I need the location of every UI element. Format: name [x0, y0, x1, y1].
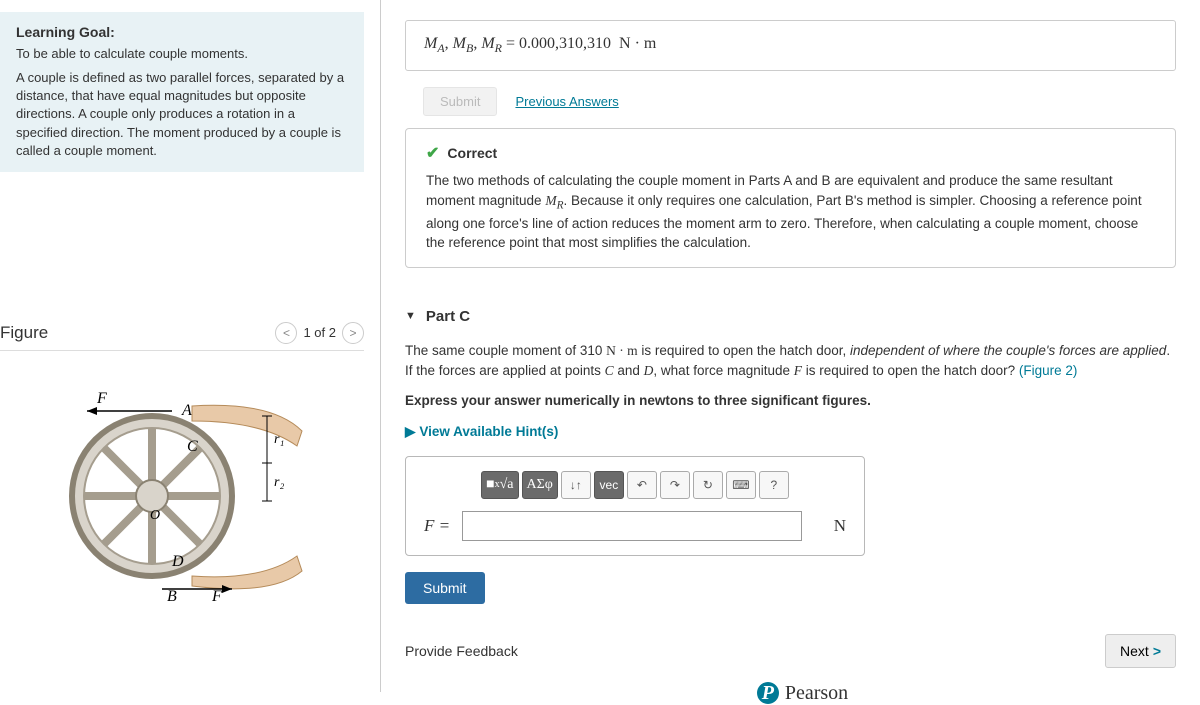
- goal-title: Learning Goal:: [16, 24, 348, 40]
- hints-caret-icon: ▶: [405, 422, 415, 442]
- force-input[interactable]: [462, 511, 802, 541]
- unit-label: N: [834, 513, 846, 539]
- figure-nav: < 1 of 2 >: [275, 322, 364, 344]
- answer-display: MA, MB, MR = 0.000,310,310 N · m: [405, 20, 1176, 71]
- figure-2-link[interactable]: (Figure 2): [1019, 363, 1078, 378]
- brand-text: Pearson: [785, 682, 848, 705]
- pearson-logo-icon: P: [757, 682, 779, 704]
- learning-goal-box: Learning Goal: To be able to calculate c…: [0, 12, 364, 172]
- submit-button[interactable]: Submit: [405, 572, 485, 604]
- next-button[interactable]: Next >: [1105, 634, 1176, 668]
- svg-text:r₂: r₂: [274, 475, 284, 490]
- feedback-status: Correct: [447, 145, 497, 161]
- undo-tool[interactable]: ↶: [627, 471, 657, 499]
- reset-tool[interactable]: ↻: [693, 471, 723, 499]
- figure-next-button[interactable]: >: [342, 322, 364, 344]
- pc-t6: is required to open the hatch door?: [802, 363, 1019, 378]
- pc-d: D: [644, 363, 654, 378]
- submit-button-disabled: Submit: [423, 87, 497, 116]
- pc-t4: and: [614, 363, 644, 378]
- svg-text:C: C: [187, 438, 198, 455]
- part-c-header[interactable]: ▼ Part C: [405, 308, 1200, 325]
- input-variable-label: F =: [424, 513, 450, 539]
- svg-text:r₁: r₁: [274, 432, 284, 447]
- previous-answers-link[interactable]: Previous Answers: [515, 94, 618, 109]
- goal-subtitle: To be able to calculate couple moments.: [16, 46, 348, 61]
- greek-tool[interactable]: ΑΣφ: [522, 471, 558, 499]
- feedback-text: The two methods of calculating the coupl…: [426, 171, 1155, 253]
- pc-c: C: [605, 363, 614, 378]
- pc-t1: The same couple moment of 310: [405, 343, 606, 358]
- answer-input-area: ■x√a ΑΣφ ↓↑ vec ↶ ↷ ↻ ⌨ ? F = N: [405, 456, 865, 556]
- templates-tool[interactable]: ■x√a: [481, 471, 518, 499]
- pearson-brand: P Pearson: [405, 682, 1200, 705]
- left-panel: Learning Goal: To be able to calculate c…: [0, 0, 380, 692]
- svg-text:O: O: [150, 508, 160, 523]
- pc-f: F: [794, 363, 802, 378]
- vec-tool[interactable]: vec: [594, 471, 624, 499]
- pc-t5: , what force magnitude: [653, 363, 793, 378]
- collapse-caret-icon: ▼: [405, 310, 416, 322]
- keyboard-tool[interactable]: ⌨: [726, 471, 756, 499]
- svg-text:B: B: [167, 588, 177, 605]
- pc-units: N · m: [606, 343, 638, 358]
- view-hints-link[interactable]: ▶ View Available Hint(s): [405, 422, 1176, 442]
- figure-section: Figure < 1 of 2 >: [0, 322, 364, 621]
- figure-page-indicator: 1 of 2: [303, 325, 336, 340]
- equation-toolbar: ■x√a ΑΣφ ↓↑ vec ↶ ↷ ↻ ⌨ ?: [424, 471, 846, 499]
- svg-text:F: F: [211, 588, 222, 605]
- next-label: Next: [1120, 643, 1149, 659]
- goal-body: A couple is defined as two parallel forc…: [16, 69, 348, 160]
- answer-units: N · m: [619, 35, 656, 52]
- help-tool[interactable]: ?: [759, 471, 789, 499]
- pc-t2: is required to open the hatch door,: [638, 343, 850, 358]
- feedback-box: ✔ Correct The two methods of calculating…: [405, 128, 1176, 268]
- redo-tool[interactable]: ↷: [660, 471, 690, 499]
- express-instruction: Express your answer numerically in newto…: [405, 391, 1176, 411]
- svg-text:A: A: [181, 402, 192, 419]
- right-panel: MA, MB, MR = 0.000,310,310 N · m Submit …: [380, 0, 1200, 692]
- part-c-title: Part C: [426, 308, 470, 325]
- provide-feedback-link[interactable]: Provide Feedback: [405, 643, 518, 659]
- svg-text:F: F: [96, 390, 107, 407]
- pc-em: independent of where the couple's forces…: [850, 343, 1166, 358]
- figure-title: Figure: [0, 323, 48, 343]
- hints-text: View Available Hint(s): [419, 422, 558, 442]
- chevron-right-icon: >: [1153, 643, 1161, 659]
- figure-prev-button[interactable]: <: [275, 322, 297, 344]
- answer-value: 0.000,310,310: [519, 35, 611, 52]
- figure-image: F A C O D B F r₁ r₂: [0, 371, 364, 621]
- subscript-tool[interactable]: ↓↑: [561, 471, 591, 499]
- svg-text:D: D: [171, 553, 184, 570]
- check-icon: ✔: [426, 143, 439, 163]
- part-c-body: The same couple moment of 310 N · m is r…: [405, 341, 1176, 604]
